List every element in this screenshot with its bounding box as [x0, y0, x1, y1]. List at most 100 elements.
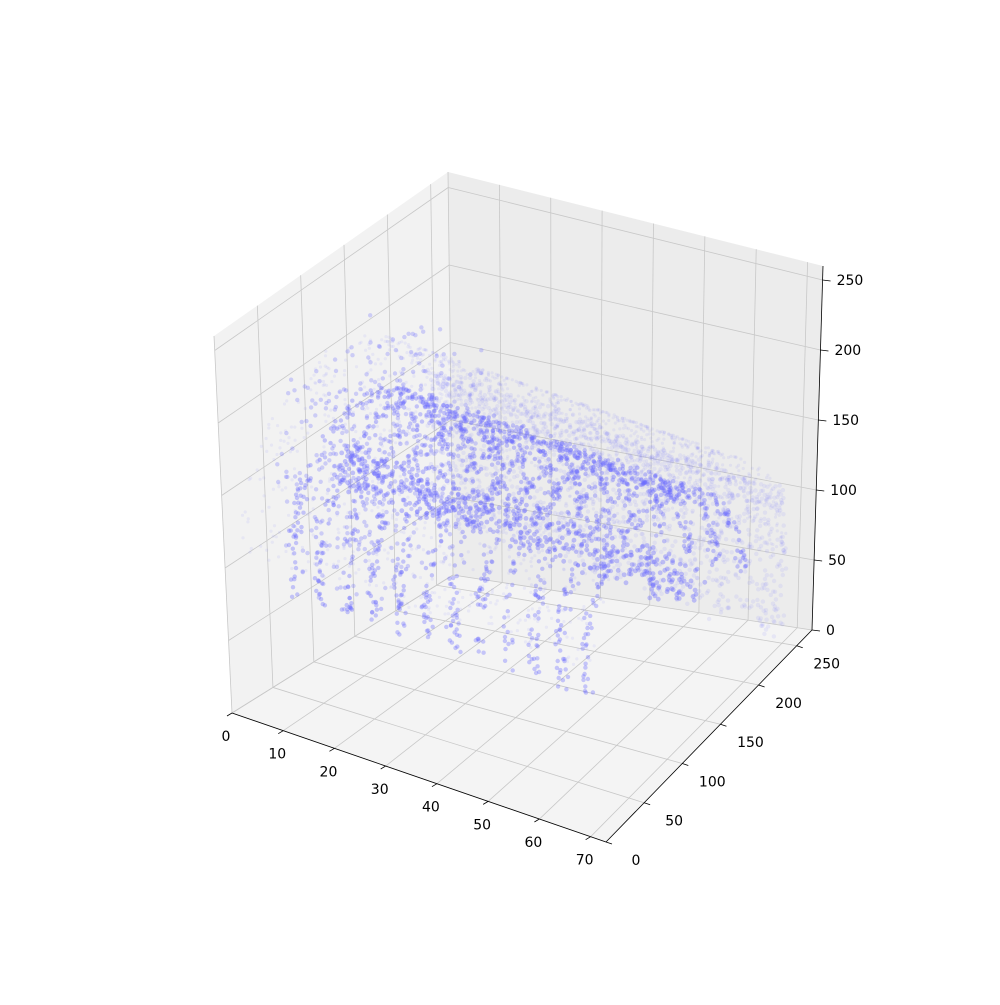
data-point [499, 393, 504, 398]
data-point [589, 530, 594, 535]
data-point [527, 485, 533, 490]
data-point [719, 476, 725, 482]
data-point [578, 446, 582, 450]
data-point [580, 506, 584, 510]
data-point [759, 488, 764, 494]
data-point [598, 424, 603, 430]
data-point [747, 509, 752, 515]
data-point [447, 576, 452, 581]
data-point [754, 494, 760, 500]
data-point [492, 512, 496, 516]
data-point [536, 507, 541, 512]
data-point [375, 553, 379, 557]
data-point [773, 515, 778, 519]
data-point [608, 518, 612, 522]
data-point [331, 483, 336, 489]
data-point [595, 435, 600, 441]
data-point [710, 448, 715, 452]
data-point [485, 379, 489, 383]
data-point [621, 506, 626, 511]
data-point [529, 517, 534, 523]
data-point [306, 431, 310, 435]
data-point [446, 392, 452, 397]
data-point [450, 497, 456, 502]
data-point [613, 437, 619, 442]
data-point [585, 676, 591, 682]
data-point [662, 432, 666, 436]
data-point [702, 473, 706, 477]
data-point [405, 537, 410, 542]
data-point [275, 452, 279, 457]
data-point [610, 457, 615, 462]
data-point [698, 469, 702, 473]
data-point [783, 546, 788, 551]
data-point [696, 457, 702, 462]
data-point [578, 441, 582, 445]
data-point [597, 573, 602, 579]
data-point [383, 548, 387, 552]
data-point [424, 592, 429, 598]
data-point [514, 420, 519, 425]
data-point [311, 507, 315, 511]
data-point [778, 508, 783, 513]
data-point [347, 573, 352, 579]
data-point [641, 482, 646, 487]
data-point [487, 455, 492, 460]
data-point [519, 562, 523, 566]
data-point [436, 387, 441, 391]
data-point [391, 344, 395, 348]
data-point [627, 471, 632, 476]
data-point [386, 551, 390, 555]
data-point [650, 456, 655, 461]
data-point [490, 496, 496, 501]
data-point [580, 558, 585, 563]
data-point [498, 430, 504, 436]
data-point [620, 543, 626, 549]
data-point [541, 426, 546, 431]
data-point [496, 520, 501, 525]
data-point [563, 503, 569, 508]
data-point [594, 603, 599, 609]
data-point [363, 334, 367, 338]
data-point [644, 461, 649, 467]
data-point [325, 491, 329, 496]
data-point [571, 451, 576, 456]
data-point [532, 495, 537, 500]
data-point [628, 515, 633, 521]
data-point [395, 349, 399, 353]
data-point [453, 415, 457, 420]
data-point [738, 569, 743, 574]
data-point [509, 463, 515, 468]
data-point [550, 401, 554, 405]
data-point [406, 345, 410, 349]
data-point [322, 445, 326, 449]
data-point [493, 376, 497, 380]
data-point [771, 589, 776, 594]
data-point [494, 602, 498, 606]
data-point [556, 609, 561, 614]
data-point [690, 521, 696, 527]
data-point [446, 461, 451, 466]
data-point [521, 383, 525, 387]
data-point [752, 516, 756, 520]
data-point [478, 432, 483, 438]
data-point [559, 441, 564, 446]
data-point [342, 411, 347, 416]
data-point [335, 488, 340, 493]
data-point [557, 448, 562, 454]
data-point [567, 423, 573, 428]
data-point [277, 530, 282, 535]
data-point [584, 415, 588, 419]
data-point [580, 422, 584, 426]
data-point [591, 578, 595, 582]
data-point [648, 456, 652, 460]
data-point [683, 455, 688, 461]
data-point [755, 512, 760, 516]
data-point [632, 432, 636, 436]
data-point [459, 462, 465, 468]
data-point [582, 428, 587, 433]
data-point [320, 540, 325, 545]
data-point [559, 623, 564, 628]
data-point [507, 555, 511, 559]
data-point [570, 636, 575, 640]
